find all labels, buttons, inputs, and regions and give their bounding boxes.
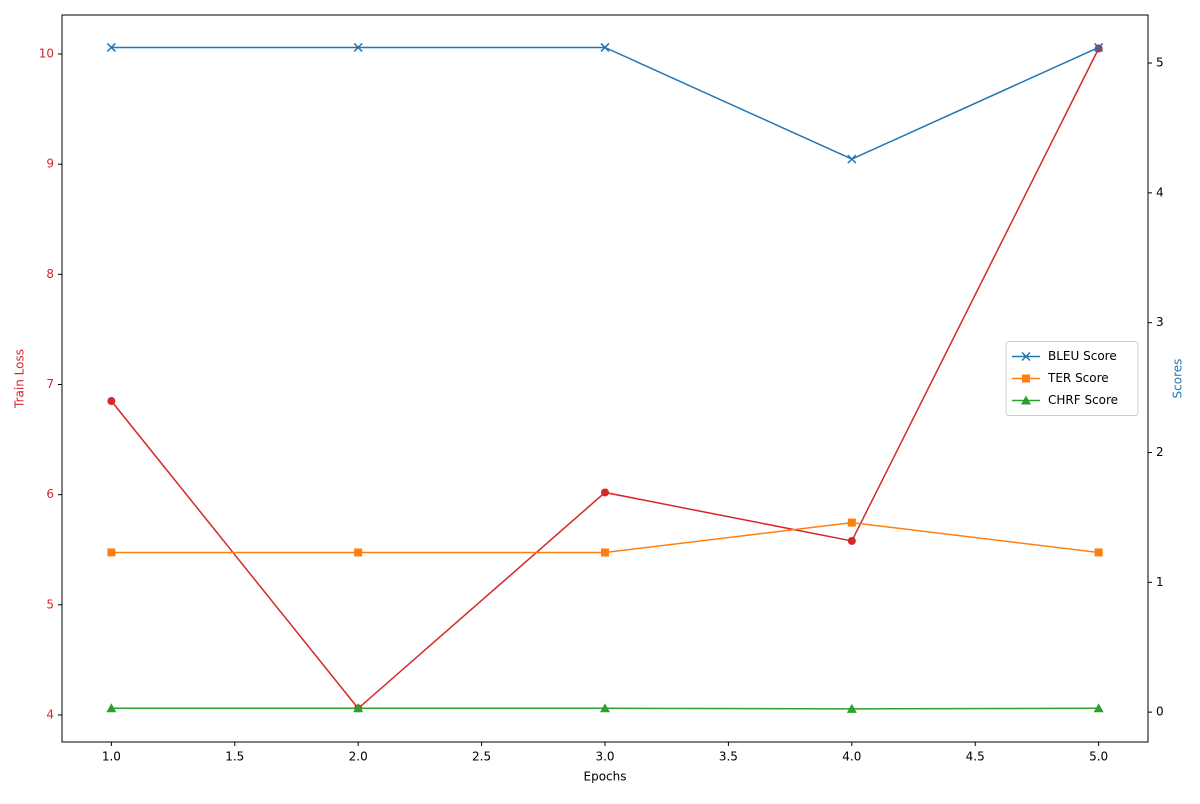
y2-tick-label: 3 (1156, 315, 1164, 329)
marker (601, 488, 609, 497)
legend-marker (1022, 374, 1030, 383)
marker (354, 548, 363, 557)
x-tick-label: 2.0 (349, 750, 368, 764)
y2-tick-label: 4 (1156, 185, 1164, 199)
marker (600, 42, 610, 52)
series-line (111, 46, 1099, 160)
marker (600, 703, 610, 713)
x-tick-label: 4.0 (842, 750, 861, 764)
y-tick-label: 7 (46, 377, 54, 391)
y-tick-label: 4 (46, 708, 54, 722)
marker (847, 154, 857, 164)
y2-tick-label: 1 (1156, 575, 1164, 589)
x-tick-label: 2.5 (472, 750, 491, 764)
marker (847, 536, 856, 545)
marker (353, 703, 364, 713)
x-tick-label: 3.5 (719, 750, 738, 764)
x-axis-label: Epochs (584, 770, 627, 784)
y-tick-label: 10 (39, 46, 54, 60)
marker (107, 548, 116, 557)
y2-tick-label: 2 (1156, 445, 1164, 459)
legend-marker (1021, 395, 1031, 405)
x-tick-label: 5.0 (1089, 750, 1108, 764)
y-tick-label: 6 (46, 487, 54, 501)
y-axis-label: Train Loss (13, 349, 27, 409)
marker (847, 518, 856, 527)
marker (846, 703, 857, 713)
marker (107, 397, 116, 406)
y2-tick-label: 0 (1156, 705, 1164, 719)
y2-axis-label: Scores (1171, 359, 1185, 399)
marker (106, 42, 116, 52)
marker (106, 703, 117, 713)
legend-label: BLEU Score (1048, 349, 1117, 363)
x-tick-label: 1.5 (225, 750, 244, 764)
legend-marker (1021, 351, 1031, 362)
y-tick-label: 5 (46, 597, 54, 611)
plot-frame (61, 14, 1149, 743)
marker (601, 548, 609, 557)
x-tick-label: 1.0 (102, 750, 121, 764)
marker (353, 42, 363, 52)
y2-tick-label: 5 (1156, 56, 1164, 70)
series-line (111, 521, 1099, 554)
marker (1094, 548, 1103, 557)
x-tick-label: 4.5 (966, 750, 985, 764)
y-tick-label: 8 (46, 267, 54, 281)
marker (1093, 703, 1104, 713)
marker (1094, 42, 1104, 52)
legend-label: TER Score (1047, 371, 1109, 385)
y-tick-label: 9 (46, 157, 54, 171)
series-line (110, 48, 1100, 710)
x-tick-label: 3.0 (595, 750, 614, 764)
legend-box (1005, 341, 1139, 416)
legend-label: CHRF Score (1048, 393, 1118, 407)
